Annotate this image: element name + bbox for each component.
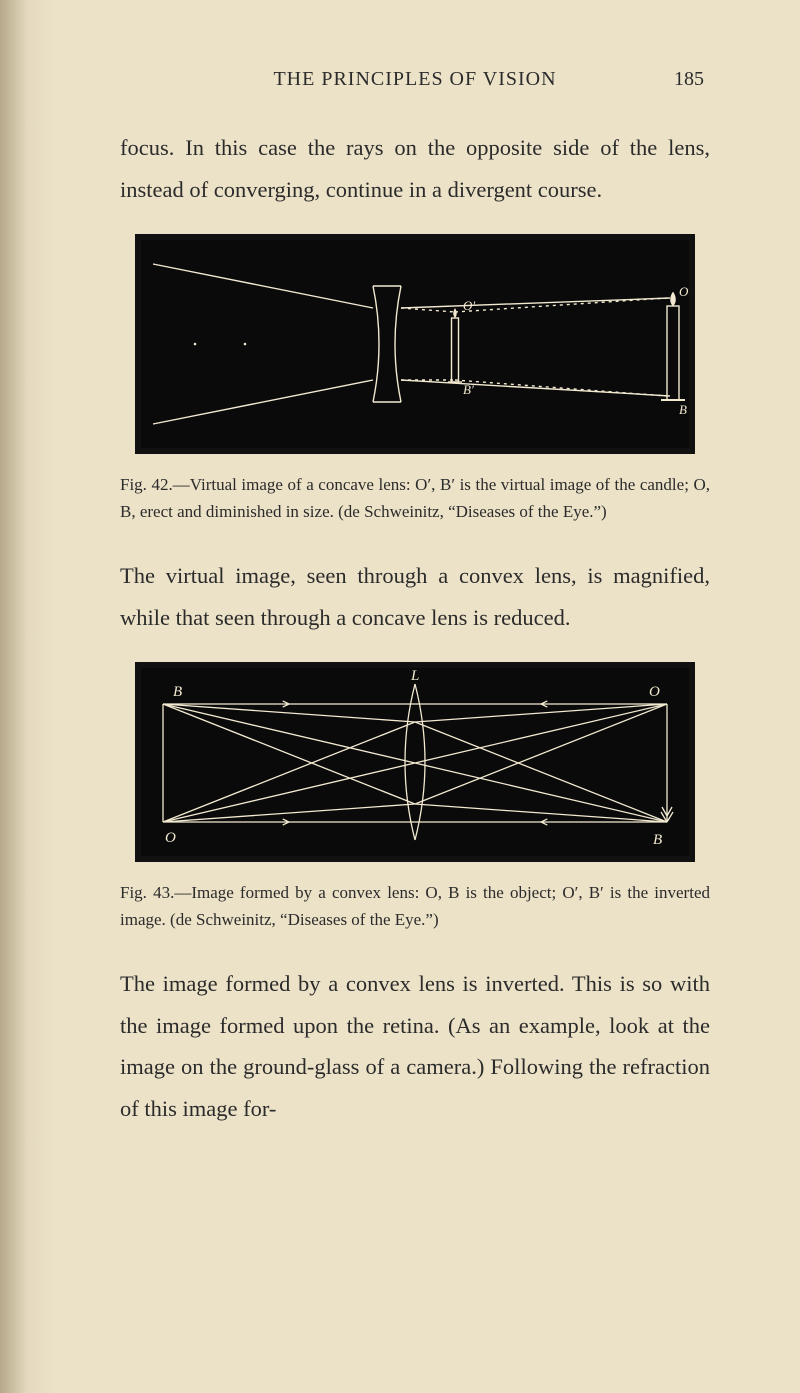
figure-42-diagram: O′ B′ O B <box>135 234 695 454</box>
paragraph-1: focus. In this case the rays on the oppo… <box>120 127 710 210</box>
page-title: THE PRINCIPLES OF VISION <box>176 68 654 91</box>
svg-text:L: L <box>410 668 419 684</box>
svg-text:O′: O′ <box>463 298 475 313</box>
page-content: THE PRINCIPLES OF VISION 185 focus. In t… <box>0 0 800 1209</box>
paragraph-2: The virtual image, seen through a convex… <box>120 555 710 638</box>
running-header: THE PRINCIPLES OF VISION 185 <box>120 68 710 91</box>
figure-42: O′ B′ O B <box>120 234 710 454</box>
figure-43: B O O B L <box>120 662 710 862</box>
svg-text:O: O <box>679 284 689 299</box>
svg-text:O: O <box>165 830 176 846</box>
svg-text:B: B <box>679 402 687 417</box>
page-number: 185 <box>654 68 704 91</box>
figure-42-caption: Fig. 42.—Virtual image of a concave lens… <box>120 472 710 525</box>
svg-text:B: B <box>173 684 182 700</box>
svg-text:B: B <box>653 832 662 848</box>
svg-text:O: O <box>649 684 660 700</box>
figure-43-caption: Fig. 43.—Image formed by a convex lens: … <box>120 880 710 933</box>
figure-43-diagram: B O O B L <box>135 662 695 862</box>
paragraph-3: The image formed by a convex lens is inv… <box>120 963 710 1130</box>
svg-text:B′: B′ <box>463 382 474 397</box>
